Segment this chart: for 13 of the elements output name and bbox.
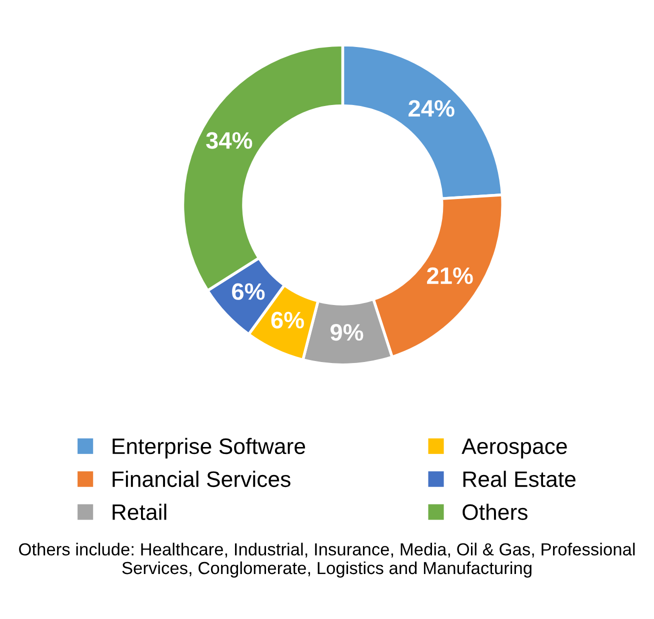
legend-label: Financial Services [112, 470, 290, 488]
legend-label: Others [462, 504, 528, 520]
legend-label: Enterprise Software [112, 438, 306, 459]
text: Others include: Healthcare, Industrial, Insurance, Media, Oil & Gas, Professional Services, Conglomerate, Logistics and Manufacturing [19, 542, 635, 578]
data-label: 24% [408, 100, 454, 117]
data-label: 6% [271, 312, 304, 328]
data-label: 6% [232, 283, 265, 300]
data-label: 9% [330, 324, 364, 341]
legend-label: Real Estate [463, 470, 576, 488]
legend-label: Aerospace [462, 438, 567, 459]
data-label: 21% [427, 267, 473, 284]
data-label: 34% [206, 132, 252, 149]
legend-label: Retail [112, 504, 166, 520]
